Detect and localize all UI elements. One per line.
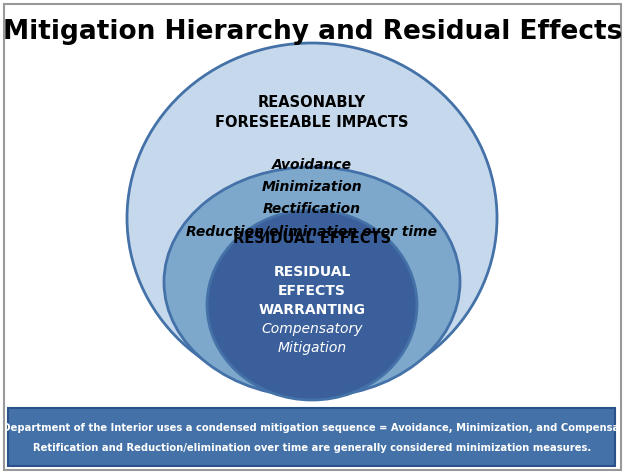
Text: Reduction/elimination over time: Reduction/elimination over time [186,224,438,238]
Text: FORESEEABLE IMPACTS: FORESEEABLE IMPACTS [215,115,409,129]
Text: EFFECTS: EFFECTS [278,284,346,298]
Text: Avoidance: Avoidance [272,158,352,172]
Text: Compensatory: Compensatory [261,322,362,336]
Text: Retification and Reduction/elimination over time are generally considered minimi: Retification and Reduction/elimination o… [33,443,591,453]
Text: Mitigation: Mitigation [278,341,346,355]
FancyBboxPatch shape [8,408,615,466]
Text: REASONABLY: REASONABLY [258,94,366,109]
Ellipse shape [164,167,460,397]
Ellipse shape [207,210,417,400]
Text: RESIDUAL: RESIDUAL [273,265,351,279]
Text: Minimization: Minimization [262,180,362,194]
Ellipse shape [127,43,497,393]
Text: Mitigation Hierarchy and Residual Effects: Mitigation Hierarchy and Residual Effect… [3,19,622,45]
Text: The Department of the Interior uses a condensed mitigation sequence = Avoidance,: The Department of the Interior uses a co… [0,423,625,433]
Text: RESIDUAL EFFECTS: RESIDUAL EFFECTS [233,230,391,246]
Text: Rectification: Rectification [263,202,361,216]
Text: WARRANTING: WARRANTING [259,303,366,317]
